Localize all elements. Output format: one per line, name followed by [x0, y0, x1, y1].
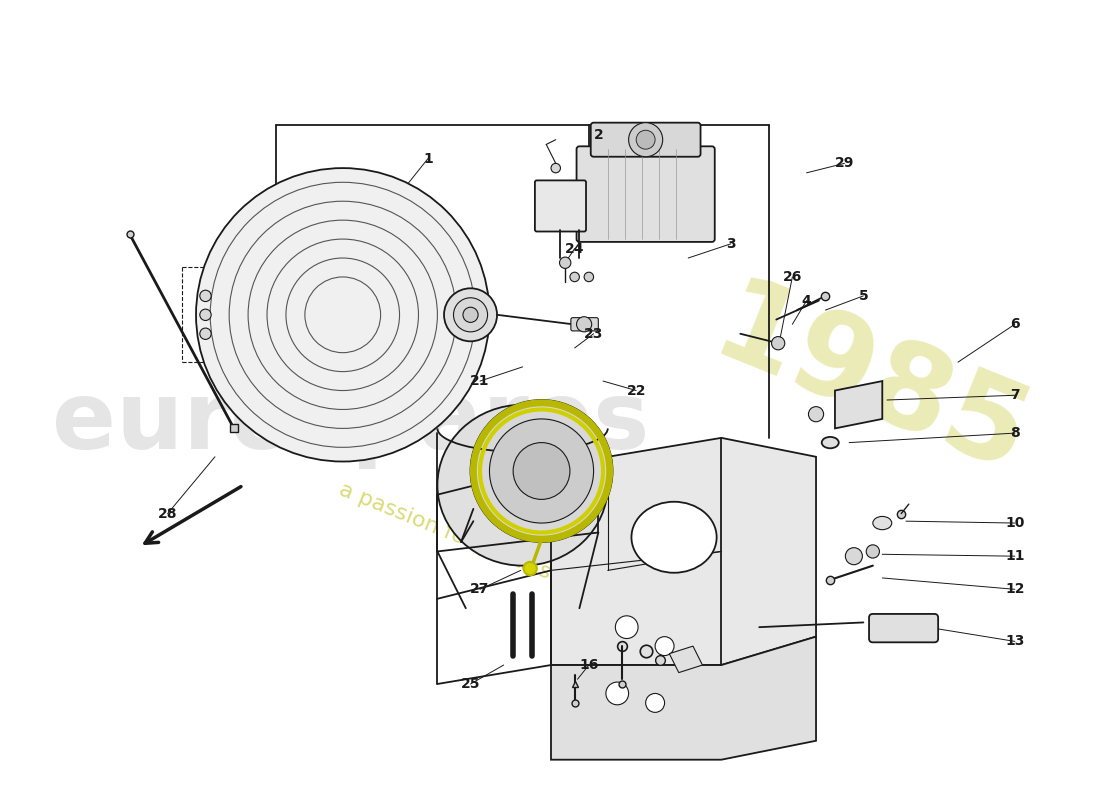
Text: 16: 16	[580, 658, 598, 672]
Text: 3: 3	[726, 237, 736, 251]
Circle shape	[471, 400, 613, 542]
Circle shape	[200, 309, 211, 321]
Circle shape	[551, 163, 561, 173]
Polygon shape	[669, 646, 703, 673]
Circle shape	[453, 298, 487, 332]
Ellipse shape	[438, 405, 608, 566]
Text: 26: 26	[783, 270, 802, 284]
Text: 29: 29	[835, 156, 854, 170]
Circle shape	[866, 545, 880, 558]
Text: 25: 25	[461, 677, 481, 691]
Circle shape	[444, 288, 497, 342]
Polygon shape	[551, 438, 816, 665]
Circle shape	[490, 419, 594, 523]
Text: 10: 10	[1005, 516, 1024, 530]
Polygon shape	[551, 637, 816, 760]
Text: 22: 22	[626, 383, 646, 398]
Text: 4: 4	[802, 294, 812, 308]
Text: 27: 27	[471, 582, 490, 596]
Circle shape	[584, 272, 594, 282]
Text: 1: 1	[424, 152, 432, 166]
Circle shape	[771, 337, 784, 350]
FancyBboxPatch shape	[535, 180, 586, 231]
Circle shape	[576, 317, 592, 332]
Circle shape	[615, 616, 638, 638]
FancyBboxPatch shape	[869, 614, 938, 642]
Circle shape	[196, 168, 490, 462]
Circle shape	[570, 272, 580, 282]
Text: 28: 28	[158, 506, 177, 521]
FancyBboxPatch shape	[571, 318, 598, 331]
Circle shape	[200, 328, 211, 339]
Text: 2: 2	[593, 128, 603, 142]
Circle shape	[636, 130, 656, 149]
Text: 12: 12	[1005, 582, 1024, 596]
Ellipse shape	[631, 502, 716, 573]
Text: 8: 8	[1010, 426, 1020, 440]
Circle shape	[628, 122, 662, 157]
Text: 24: 24	[565, 242, 584, 255]
Circle shape	[846, 548, 862, 565]
Text: a passion for parts since 1985: a passion for parts since 1985	[337, 479, 656, 624]
Text: 13: 13	[1005, 634, 1024, 648]
Circle shape	[200, 290, 211, 302]
Circle shape	[656, 637, 674, 655]
Text: 1985: 1985	[697, 270, 1045, 500]
FancyBboxPatch shape	[576, 146, 715, 242]
Text: 11: 11	[1005, 549, 1024, 563]
Text: 23: 23	[584, 326, 603, 341]
FancyBboxPatch shape	[591, 122, 701, 157]
Text: 21: 21	[470, 374, 490, 388]
Text: eurospares: eurospares	[52, 377, 649, 469]
Circle shape	[646, 694, 664, 712]
Ellipse shape	[822, 437, 838, 448]
Circle shape	[606, 682, 628, 705]
Circle shape	[560, 257, 571, 269]
Circle shape	[463, 307, 478, 322]
Polygon shape	[835, 381, 882, 428]
Ellipse shape	[872, 517, 892, 530]
Text: 6: 6	[1010, 318, 1020, 331]
Text: 5: 5	[858, 289, 868, 303]
Circle shape	[808, 406, 824, 422]
Circle shape	[513, 442, 570, 499]
Text: 7: 7	[1010, 388, 1020, 402]
Circle shape	[524, 562, 537, 575]
